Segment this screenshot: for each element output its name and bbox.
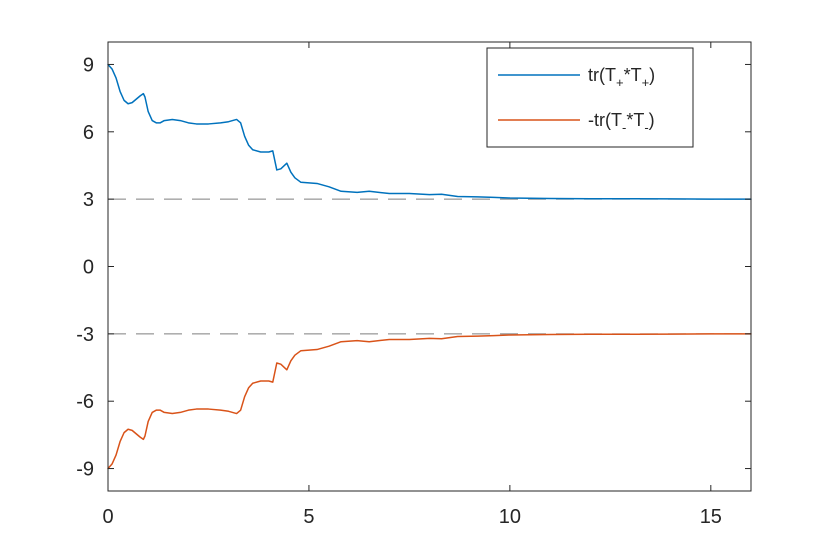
x-tick-label: 0 — [102, 506, 113, 528]
legend-label-series-2: -tr(T-*T-) — [588, 110, 655, 135]
y-tick-label: 9 — [83, 54, 94, 76]
y-tick-label: -3 — [76, 324, 94, 346]
series-layer — [107, 63, 752, 470]
y-axis: 9 6 3 0 -3 -6 -9 — [76, 54, 751, 481]
x-axis: 0 5 10 15 — [102, 42, 722, 528]
series-line-2 — [107, 333, 752, 470]
legend-box — [486, 47, 694, 148]
series-line-1 — [107, 63, 752, 200]
legend-label-series-1: tr(T+*T+) — [588, 65, 655, 90]
y-tick-label: 0 — [83, 257, 94, 279]
y-tick-label: 3 — [83, 189, 94, 211]
y-tick-label: -9 — [76, 459, 94, 481]
x-tick-label: 15 — [700, 506, 722, 528]
x-tick-label: 10 — [499, 506, 521, 528]
y-tick-label: 6 — [83, 122, 94, 144]
x-tick-label: 5 — [303, 506, 314, 528]
y-tick-label: -6 — [76, 391, 94, 413]
legend: tr(T+*T+) -tr(T-*T-) — [486, 47, 694, 148]
